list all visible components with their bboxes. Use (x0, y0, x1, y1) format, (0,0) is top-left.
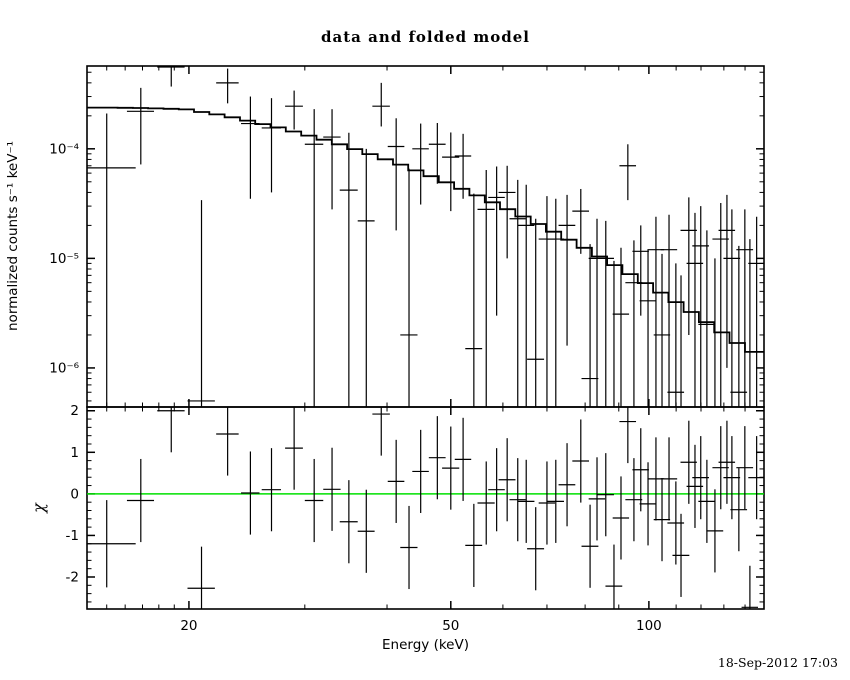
tick-label: 50 (442, 618, 459, 634)
tick-label: 20 (180, 618, 197, 634)
plot-title: data and folded model (321, 28, 530, 46)
tick-label: 10⁻⁴ (49, 141, 79, 157)
data-points (87, 66, 764, 407)
counts-axis-ticks: 10⁻⁴ 10⁻⁵ 10⁻⁶ (49, 71, 764, 402)
residual-points (87, 407, 764, 609)
tick-label: 10⁻⁵ (49, 251, 79, 267)
x-axis-ticks: 20 50 100 (106, 66, 746, 634)
tick-label: 0 (70, 486, 79, 502)
plot-frame (86, 65, 765, 610)
tick-label: 10⁻⁶ (49, 360, 79, 376)
tick-label: -2 (66, 569, 79, 585)
tick-label: 100 (636, 618, 662, 634)
tick-label: -1 (66, 528, 79, 544)
chi-axis-ticks: 2 1 0 -1 -2 (66, 403, 764, 603)
x-axis-label-energy: Energy (keV) (382, 637, 469, 653)
tick-label: 1 (70, 445, 79, 461)
tick-label: 2 (70, 403, 79, 419)
timestamp: 18-Sep-2012 17:03 (717, 655, 838, 670)
